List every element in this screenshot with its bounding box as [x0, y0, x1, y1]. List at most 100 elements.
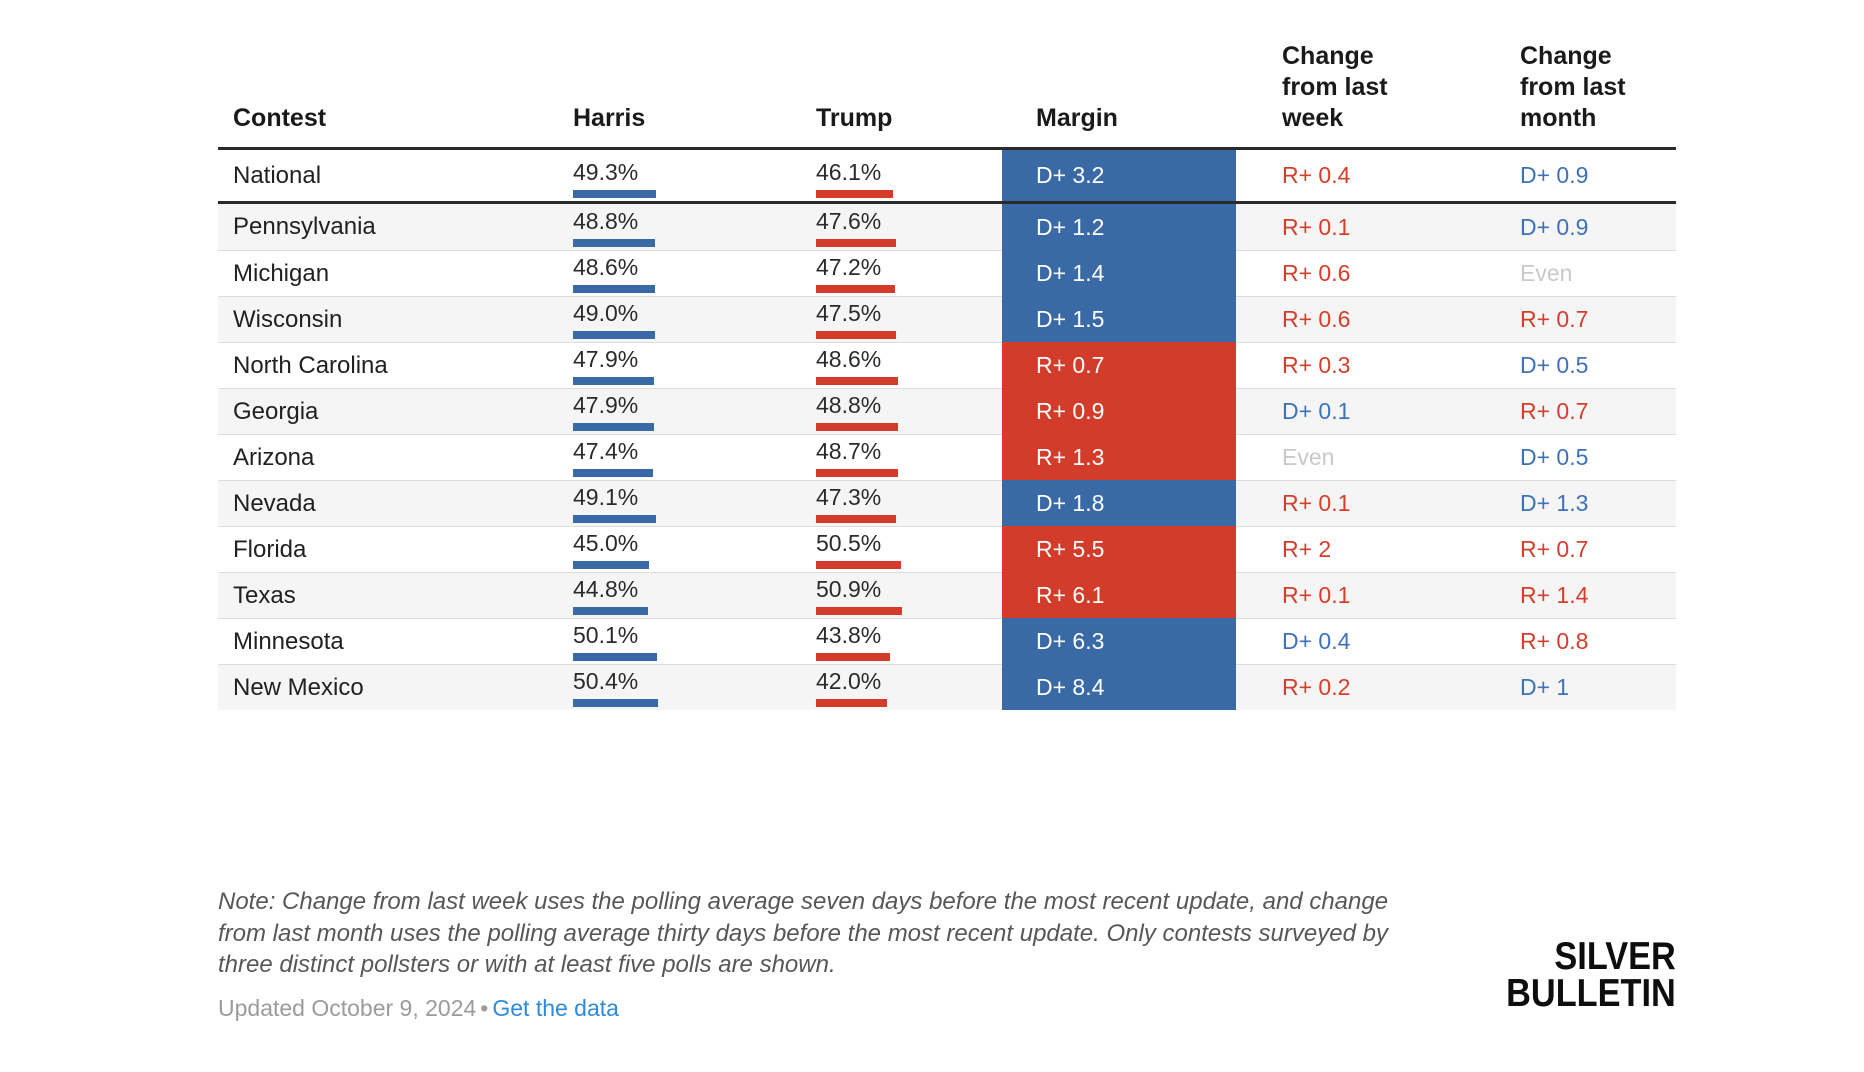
table-row-pennsylvania: Pennsylvania 48.8% 47.6% D+ 1.2 R+ 0.1 D… [218, 204, 1676, 250]
trump-cell: 50.5% [811, 526, 1002, 572]
change-week-value: R+ 0.3 [1282, 352, 1351, 378]
contest-label: Michigan [218, 250, 573, 296]
trump-cell: 47.6% [811, 204, 1002, 250]
change-month-value: D+ 0.9 [1520, 162, 1589, 188]
trump-cell: 47.3% [811, 480, 1002, 526]
trump-bar [816, 331, 896, 339]
change-month-cell: R+ 0.7 [1490, 526, 1676, 572]
harris-cell: 47.9% [573, 388, 811, 434]
harris-bar [573, 331, 656, 339]
harris-value: 48.8% [573, 208, 639, 234]
harris-value: 45.0% [573, 530, 639, 556]
contest-label: Minnesota [218, 618, 573, 664]
trump-cell: 43.8% [811, 618, 1002, 664]
trump-value: 47.6% [816, 208, 882, 234]
trump-bar [816, 239, 896, 247]
margin-cell: D+ 1.2 [1002, 204, 1236, 250]
trump-bar [816, 190, 894, 198]
logo-line-1: SILVER [1554, 934, 1676, 978]
logo-line-2: BULLETIN [1506, 971, 1676, 1015]
trump-cell: 42.0% [811, 664, 1002, 710]
change-month-cell: D+ 0.5 [1490, 342, 1676, 388]
change-month-value: R+ 1.4 [1520, 582, 1589, 608]
change-week-value: R+ 0.1 [1282, 490, 1351, 516]
harris-value: 49.0% [573, 300, 639, 326]
change-week-value: R+ 0.4 [1282, 162, 1351, 188]
harris-cell: 48.6% [573, 250, 811, 296]
margin-cell: D+ 1.8 [1002, 480, 1236, 526]
margin-cell: D+ 6.3 [1002, 618, 1236, 664]
contest-label: Georgia [218, 388, 573, 434]
trump-value: 50.5% [816, 530, 882, 556]
header-margin: Margin [1036, 104, 1118, 132]
change-month-cell: Even [1490, 250, 1676, 296]
change-month-value: D+ 0.9 [1520, 213, 1589, 240]
updated-line: Updated October 9, 2024 • Get the data [218, 995, 1676, 1022]
harris-cell: 47.9% [573, 342, 811, 388]
change-week-value: R+ 0.6 [1282, 260, 1351, 286]
change-week-value: D+ 0.4 [1282, 628, 1351, 654]
margin-cell: R+ 0.9 [1002, 388, 1236, 434]
change-week-value: R+ 0.1 [1282, 582, 1351, 608]
margin-cell: R+ 6.1 [1002, 572, 1236, 618]
harris-cell: 49.3% [573, 150, 811, 201]
change-month-value: D+ 0.5 [1520, 352, 1589, 378]
change-month-value: R+ 0.7 [1520, 536, 1589, 562]
contest-label: North Carolina [218, 342, 573, 388]
header-trump: Trump [816, 104, 893, 132]
change-month-value: R+ 0.7 [1520, 306, 1589, 332]
change-week-cell: R+ 0.4 [1236, 150, 1490, 201]
change-week-cell: R+ 0.2 [1236, 664, 1490, 710]
change-month-cell: R+ 0.8 [1490, 618, 1676, 664]
trump-bar [816, 653, 890, 661]
trump-cell: 46.1% [811, 150, 1002, 201]
change-month-value: D+ 1.3 [1520, 490, 1589, 516]
updated-date: Updated October 9, 2024 [218, 995, 477, 1022]
trump-bar [816, 423, 898, 431]
change-week-cell: D+ 0.1 [1236, 388, 1490, 434]
change-month-value: Even [1520, 260, 1573, 286]
contest-label: New Mexico [218, 664, 573, 710]
trump-value: 42.0% [816, 668, 882, 694]
change-week-value: D+ 0.1 [1282, 398, 1351, 424]
table-row-north-carolina: North Carolina 47.9% 48.6% R+ 0.7 R+ 0.3… [218, 342, 1676, 388]
trump-value: 48.6% [816, 346, 882, 372]
change-week-value: R+ 2 [1282, 536, 1332, 562]
trump-cell: 48.8% [811, 388, 1002, 434]
harris-cell: 44.8% [573, 572, 811, 618]
get-the-data-link[interactable]: Get the data [492, 995, 619, 1022]
harris-bar [573, 607, 649, 615]
change-week-value: R+ 0.1 [1282, 213, 1351, 240]
harris-bar [573, 653, 658, 661]
table-row-minnesota: Minnesota 50.1% 43.8% D+ 6.3 D+ 0.4 R+ 0… [218, 618, 1676, 664]
header-harris: Harris [573, 104, 646, 132]
harris-cell: 49.1% [573, 480, 811, 526]
change-month-cell: D+ 0.9 [1490, 204, 1676, 250]
silver-bulletin-logo: SILVER BULLETIN [1506, 934, 1676, 1015]
table-row-wisconsin: Wisconsin 49.0% 47.5% D+ 1.5 R+ 0.6 R+ 0… [218, 296, 1676, 342]
harris-bar [573, 239, 655, 247]
contest-label: Wisconsin [218, 296, 573, 342]
change-week-cell: R+ 0.1 [1236, 480, 1490, 526]
change-week-cell: R+ 0.1 [1236, 572, 1490, 618]
margin-cell: R+ 5.5 [1002, 526, 1236, 572]
harris-cell: 50.1% [573, 618, 811, 664]
harris-value: 47.9% [573, 346, 639, 372]
trump-bar [816, 561, 901, 569]
change-month-cell: R+ 0.7 [1490, 388, 1676, 434]
margin-cell: R+ 1.3 [1002, 434, 1236, 480]
change-month-value: R+ 0.7 [1520, 398, 1589, 424]
harris-value: 50.1% [573, 622, 639, 648]
table-row-florida: Florida 45.0% 50.5% R+ 5.5 R+ 2 R+ 0.7 [218, 526, 1676, 572]
table-row-michigan: Michigan 48.6% 47.2% D+ 1.4 R+ 0.6 Even [218, 250, 1676, 296]
table-header-row: Contest Harris Trump Margin Change from … [218, 36, 1676, 150]
contest-label: Nevada [218, 480, 573, 526]
footnote: Note: Change from last week uses the pol… [218, 888, 1389, 979]
harris-cell: 49.0% [573, 296, 811, 342]
harris-value: 47.9% [573, 392, 639, 418]
harris-bar [573, 423, 654, 431]
trump-bar [816, 607, 902, 615]
contest-label: Texas [218, 572, 573, 618]
change-week-cell: R+ 0.1 [1236, 204, 1490, 250]
trump-bar [816, 515, 896, 523]
